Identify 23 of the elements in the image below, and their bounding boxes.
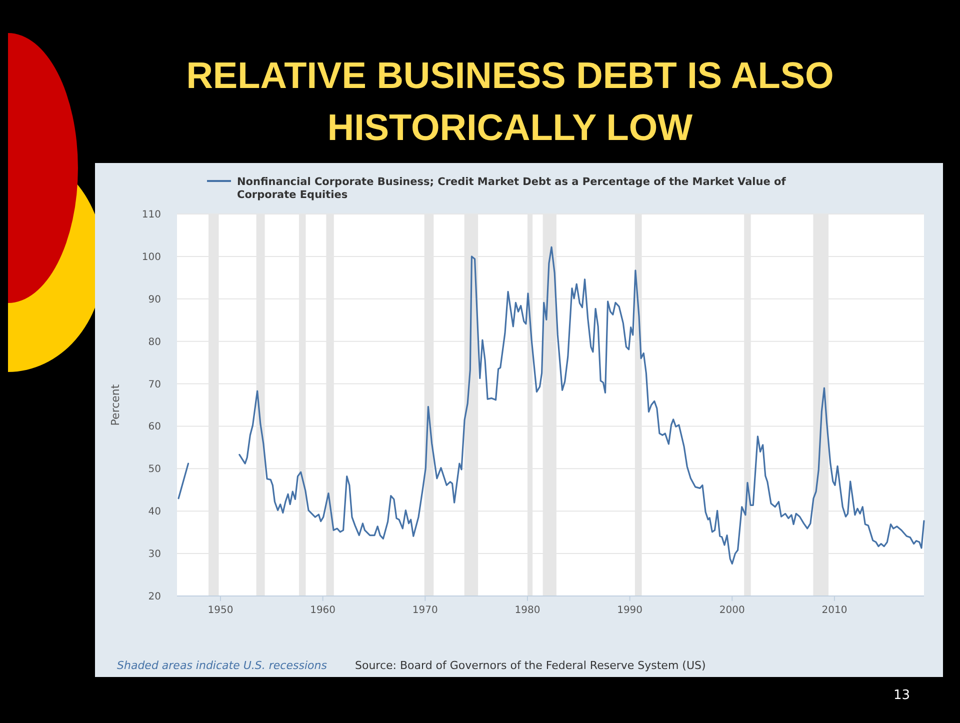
y-tick-label: 50: [148, 464, 161, 476]
x-tick-label: 2000: [719, 605, 745, 616]
y-tick-label: 70: [148, 379, 161, 390]
x-tick-label: 1970: [412, 605, 438, 616]
x-tick-label: 1990: [617, 605, 643, 616]
y-tick-label: 90: [148, 294, 161, 306]
y-tick-label: 110: [142, 210, 161, 220]
y-tick-label: 60: [148, 422, 161, 433]
y-tick-label: 20: [148, 592, 161, 602]
x-tick-label: 2010: [822, 605, 848, 616]
y-tick-label: 30: [148, 549, 161, 560]
y-tick-label: 80: [148, 336, 161, 348]
x-tick-label: 1950: [208, 605, 234, 616]
text: Shaded areas indicate U.S. recessions: [117, 659, 328, 672]
x-tick-label: 1960: [310, 605, 336, 616]
y-tick-label: 40: [148, 506, 161, 518]
y-tick-label: 100: [142, 252, 161, 263]
source-note: Source: Board of Governors of the Federal Reserve System (US): [355, 659, 706, 672]
y-axis-title: Percent: [109, 384, 122, 426]
x-tick-label: 1980: [514, 605, 540, 616]
text: 13: [893, 688, 910, 703]
chart-title: RELATIVE BUSINESS DEBT IS ALSO HISTORICALLY LOW: [186, 55, 834, 148]
legend-label: Nonfinancial Corporate Business; Credit Market Debt as a Percentage of the Market Value of Corporate Equities: [237, 176, 786, 201]
